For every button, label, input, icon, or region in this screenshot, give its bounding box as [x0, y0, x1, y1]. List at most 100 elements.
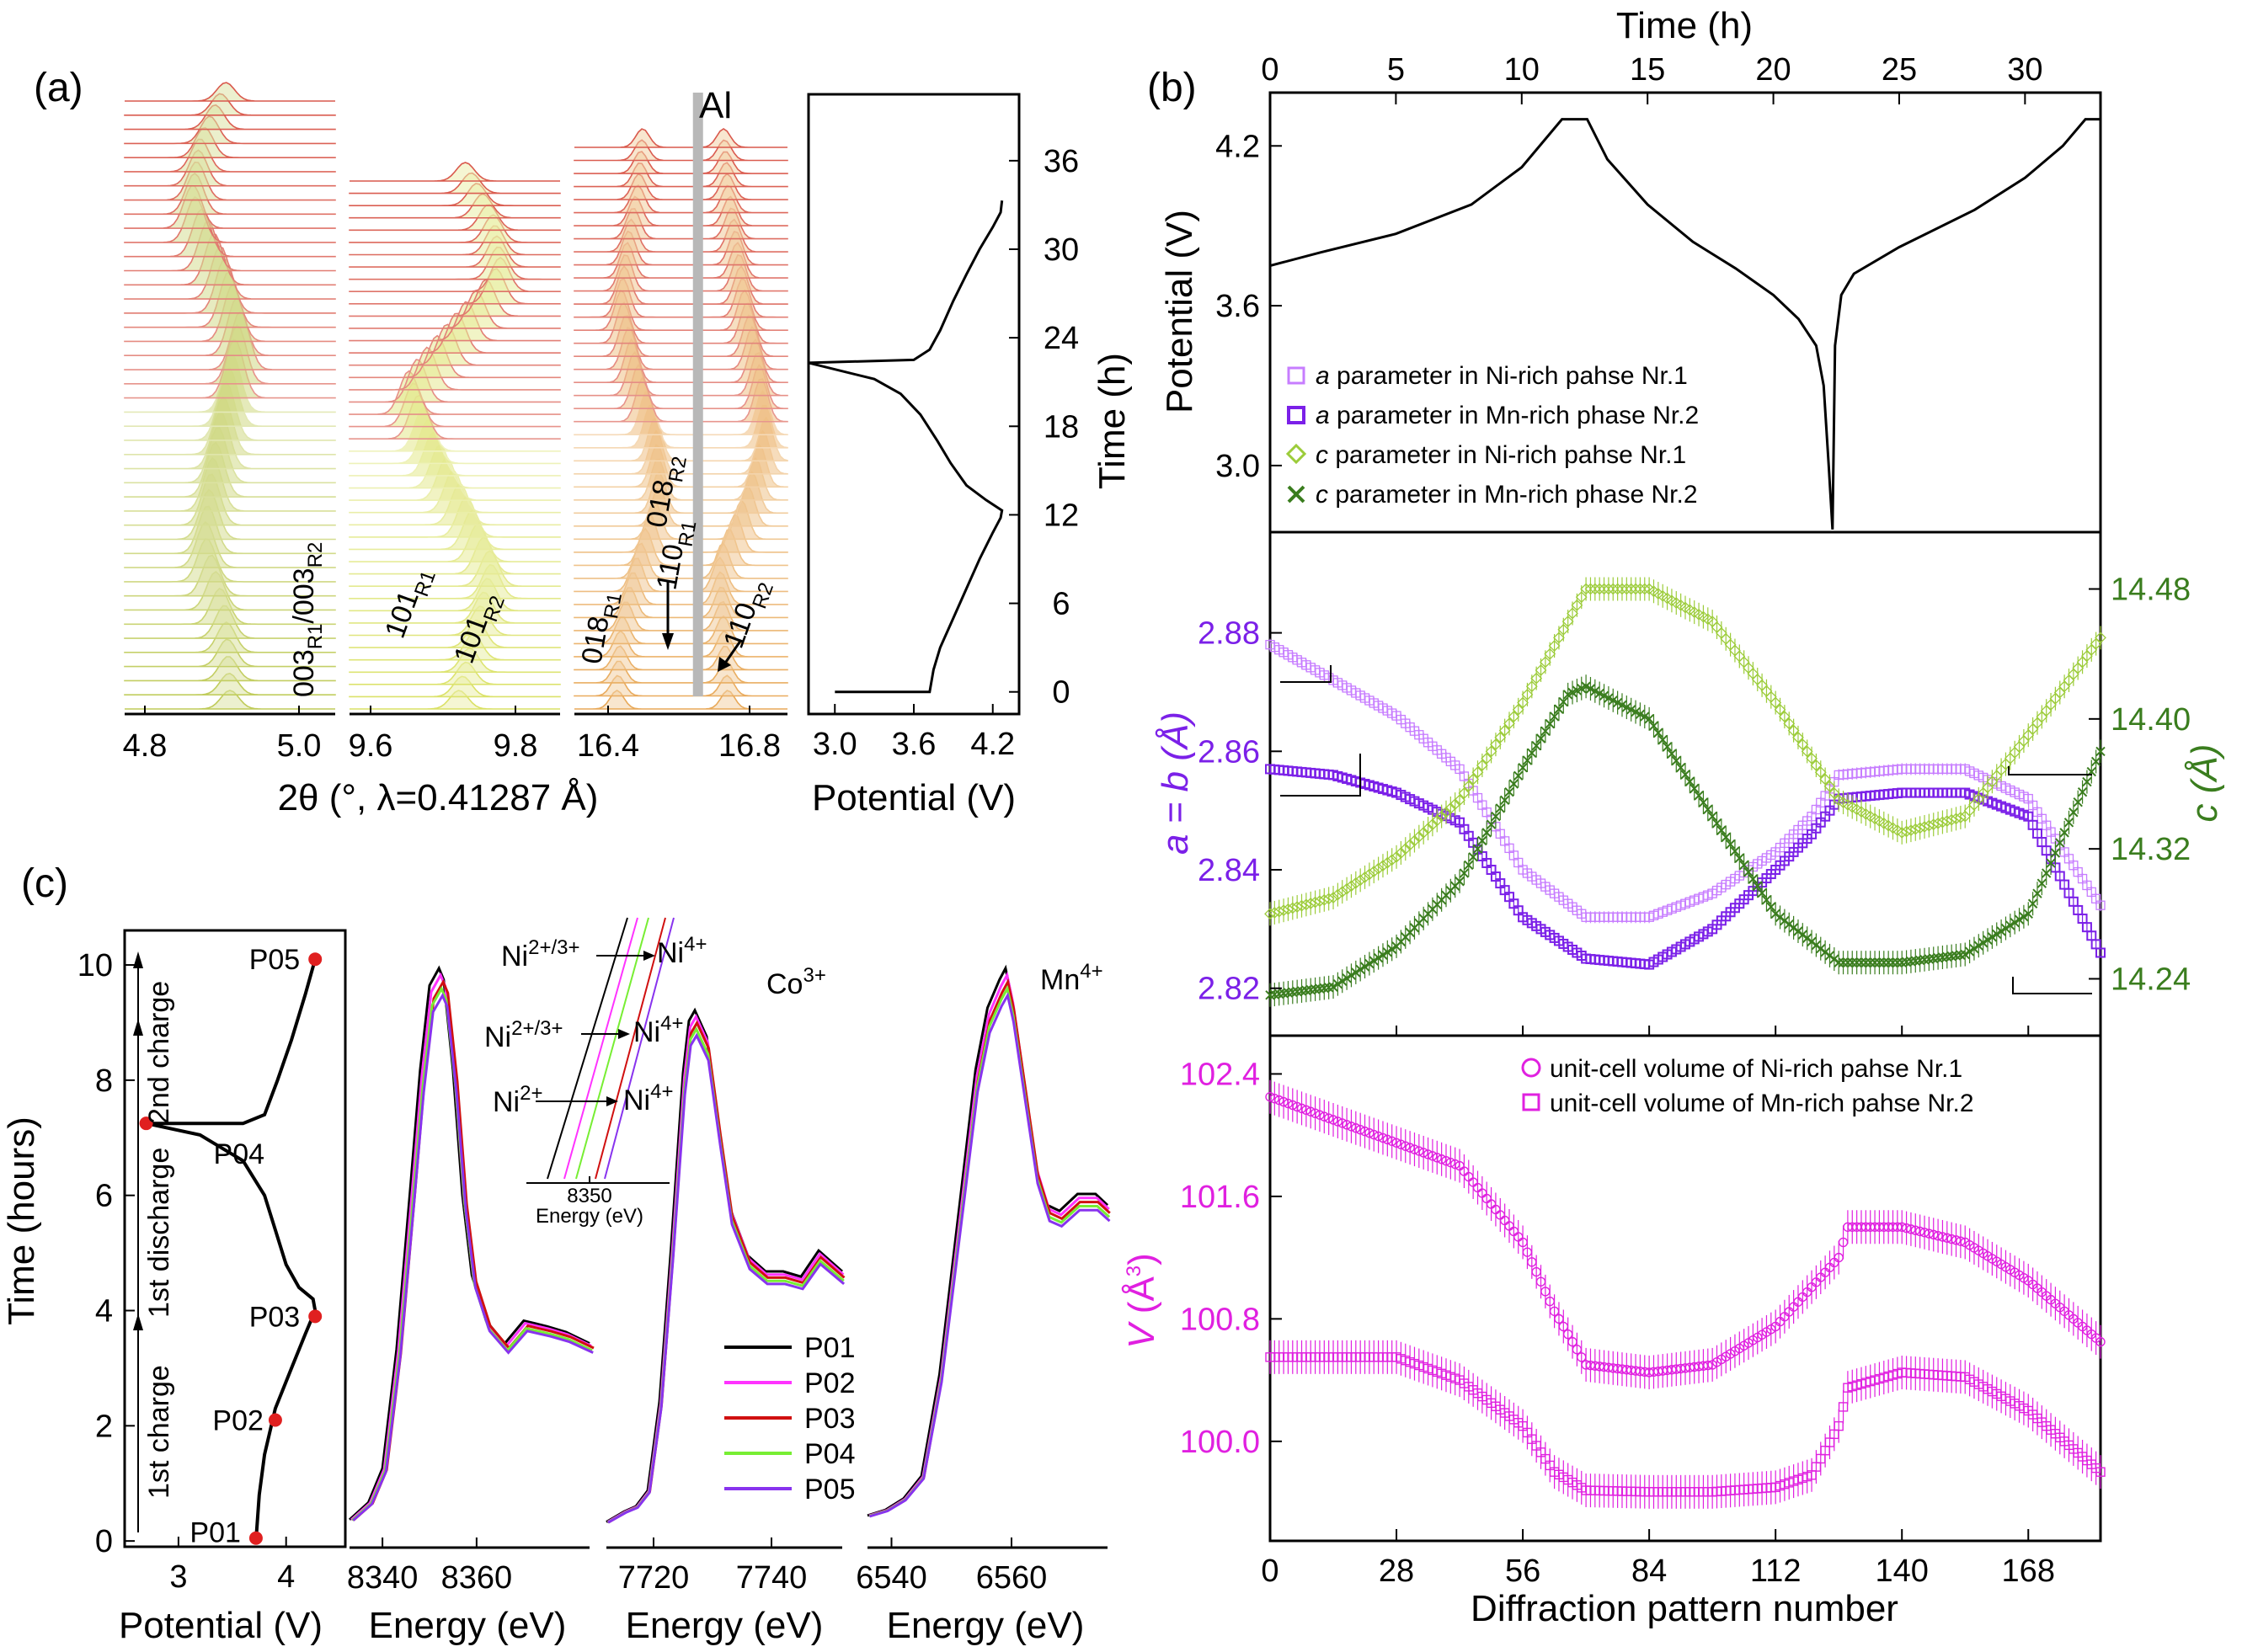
data-point — [1838, 1402, 1849, 1412]
tick-label: 140 — [1876, 1553, 1929, 1589]
data-point — [1638, 583, 1651, 595]
data-point — [1458, 787, 1471, 799]
xrd-pattern — [574, 184, 788, 214]
data-point — [1604, 693, 1614, 703]
spectrum-p03 — [869, 978, 1111, 1517]
data-point — [1386, 944, 1397, 955]
c-xanes-ni-plot: 8340 8360 Energy (eV) 8350 Energy (eV) Ni… — [347, 917, 707, 1646]
tick-label: 3.6 — [892, 727, 937, 762]
data-point — [1467, 773, 1480, 786]
xrd-tick-label: 9.6 — [349, 728, 393, 764]
xrd-pattern — [574, 527, 788, 567]
tick-label: 6 — [95, 1179, 113, 1214]
data-point — [2082, 776, 2092, 787]
point-label-p01: P01 — [190, 1517, 241, 1549]
point-label-p02: P02 — [212, 1404, 264, 1436]
xrd-pattern — [574, 218, 788, 253]
b-legend: a parameter in Ni-rich pahse Nr.1 a para… — [1285, 362, 1699, 509]
tick-label: 3.0 — [1215, 449, 1260, 484]
data-point — [1513, 770, 1524, 781]
b-a-axis-label: a = b (Å) — [1155, 711, 1196, 855]
data-point — [1544, 647, 1556, 660]
data-point — [2014, 914, 2025, 925]
data-point — [1499, 795, 1510, 805]
data-point — [2005, 920, 2015, 930]
data-point — [1431, 814, 1444, 827]
point-p03 — [308, 1309, 323, 1324]
xrd-pattern — [574, 556, 788, 593]
ni-x-label: Energy (eV) — [369, 1605, 567, 1646]
data-point — [1468, 852, 1478, 862]
xrd-pattern — [349, 225, 561, 256]
b-volume-y-label: V (Å3) — [1121, 1253, 1162, 1349]
xrd-pattern — [349, 563, 561, 600]
data-point — [1932, 817, 1945, 829]
point-p04 — [139, 1116, 153, 1131]
data-point — [1707, 811, 1717, 822]
data-point — [1909, 823, 1922, 835]
inset-label-ni23-b: Ni2+/3+ — [484, 1017, 563, 1053]
c-arrowhead — [133, 1019, 143, 1036]
inset-label-ni2: Ni2+ — [493, 1082, 542, 1118]
xrd-pattern — [124, 149, 336, 187]
xrd-subpanel-018-110 — [574, 93, 788, 710]
data-point — [1327, 892, 1339, 903]
point-label-p05: P05 — [249, 944, 301, 976]
data-point — [1581, 681, 1591, 691]
c-annot-1st-discharge: 1st discharge — [143, 1148, 175, 1318]
data-point — [1508, 779, 1519, 789]
xrd-pattern — [124, 554, 336, 597]
data-point — [1783, 717, 1796, 730]
data-point — [1594, 688, 1604, 699]
xrd-pattern — [124, 115, 336, 145]
tick-label: 3 — [169, 1559, 187, 1595]
point-label-p03: P03 — [249, 1301, 301, 1333]
xrd-pattern — [574, 253, 788, 292]
xrd-pattern — [349, 550, 561, 587]
tick-label: 0 — [95, 1524, 113, 1559]
a-potential-x-label: Potential (V) — [812, 777, 1016, 818]
volume-series-1 — [1265, 1340, 2106, 1509]
data-point — [1531, 740, 1541, 751]
inset-label-ni4-b: Ni4+ — [633, 1012, 683, 1048]
data-point — [1801, 745, 1813, 758]
data-point — [1355, 964, 1365, 975]
tick-label: 100.0 — [1180, 1425, 1260, 1460]
data-point — [1359, 962, 1370, 972]
data-point — [1996, 926, 2006, 936]
peak-label-003: 003R1/003R2 — [288, 542, 327, 697]
legend-entry-vol-mn: unit-cell volume of Mn-rich pahse Nr.2 — [1550, 1090, 1974, 1117]
al-label: Al — [699, 85, 732, 126]
data-point — [1580, 583, 1593, 595]
panel-label-b: (b) — [1147, 66, 1197, 110]
mn-x-label: Energy (eV) — [887, 1605, 1085, 1646]
xrd-pattern — [349, 301, 561, 342]
xrd-pattern — [349, 382, 561, 428]
data-point — [1295, 899, 1308, 912]
data-point — [1341, 882, 1353, 895]
data-point — [1404, 839, 1417, 851]
peak-label-018-r2: 018R2 — [640, 452, 691, 531]
data-point — [1535, 664, 1547, 676]
data-point — [1422, 823, 1434, 834]
xrd-pattern — [124, 208, 336, 258]
data-point — [1644, 714, 1654, 724]
data-point — [1734, 853, 1745, 863]
data-point — [1607, 583, 1620, 595]
data-point — [1318, 893, 1331, 906]
data-point — [1675, 763, 1686, 773]
tick-label: 4.2 — [970, 727, 1015, 762]
xrd-pattern — [349, 444, 561, 489]
tick-label: 7720 — [618, 1560, 690, 1596]
data-point — [1766, 902, 1776, 912]
data-point — [1449, 798, 1461, 811]
c-potential-curve — [146, 958, 318, 1542]
xrd-pattern — [349, 193, 561, 219]
data-point — [1385, 854, 1398, 866]
xrd-pattern — [349, 204, 561, 232]
data-point — [1608, 695, 1618, 706]
inset-label-ni4-c: Ni4+ — [623, 1080, 673, 1116]
b-bot-frame — [1268, 1034, 2102, 1543]
tick-label: 2.88 — [1198, 616, 1260, 652]
data-point — [1625, 583, 1637, 595]
